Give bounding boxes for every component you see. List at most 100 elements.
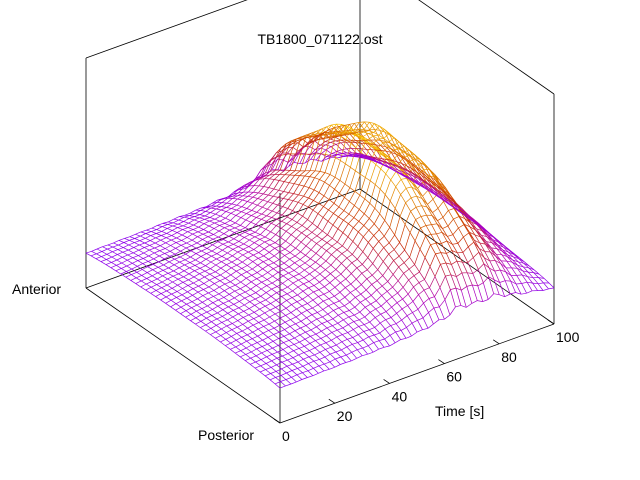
mesh-line — [306, 223, 313, 230]
mesh-line — [144, 242, 150, 246]
mesh-line — [380, 168, 386, 175]
mesh-line — [262, 199, 268, 203]
mesh-line — [324, 138, 331, 143]
mesh-line — [484, 251, 491, 262]
mesh-line — [321, 242, 328, 248]
mesh-line — [281, 365, 288, 370]
mesh-line — [254, 302, 261, 306]
mesh-line — [159, 248, 166, 252]
mesh-line — [387, 267, 394, 275]
mesh-line — [246, 340, 252, 346]
mesh-line — [325, 339, 332, 344]
mesh-line — [249, 231, 256, 235]
mesh-line — [270, 231, 276, 235]
mesh-line — [182, 282, 189, 286]
mesh-line — [344, 305, 350, 311]
mesh-line — [243, 314, 249, 318]
mesh-line — [473, 251, 480, 258]
mesh-line — [284, 329, 290, 335]
mesh-line — [276, 147, 282, 154]
mesh-line — [255, 359, 262, 363]
mesh-line — [283, 262, 290, 268]
mesh-line — [271, 286, 278, 290]
mesh-line — [360, 173, 366, 178]
mesh-line — [298, 175, 305, 185]
mesh-line — [403, 262, 410, 270]
mesh-line — [302, 287, 309, 292]
mesh-line — [404, 176, 410, 180]
mesh-line — [400, 156, 407, 166]
mesh-line — [455, 287, 462, 291]
mesh-line — [370, 139, 377, 146]
mesh-line — [267, 268, 274, 273]
mesh-line — [175, 309, 181, 314]
mesh-line — [297, 138, 303, 142]
mesh-line — [331, 340, 337, 346]
mesh-line — [251, 204, 258, 211]
mesh-line — [324, 356, 331, 363]
mesh-line — [330, 258, 337, 266]
mesh-line — [269, 242, 276, 246]
mesh-line — [337, 133, 344, 136]
mesh-line — [177, 284, 183, 289]
mesh-line — [240, 343, 247, 349]
mesh-line — [378, 235, 385, 242]
mesh-line — [274, 179, 280, 181]
mesh-line — [200, 256, 207, 260]
mesh-line — [226, 264, 232, 269]
mesh-line — [176, 234, 183, 239]
mesh-line — [252, 202, 258, 206]
mesh-line — [448, 208, 455, 211]
mesh-line — [297, 142, 304, 148]
mesh-line — [403, 268, 410, 274]
mesh-line — [458, 224, 465, 229]
mesh-line — [259, 302, 266, 307]
mesh-line — [321, 126, 327, 130]
mesh-line — [352, 344, 358, 350]
mesh-line — [162, 223, 168, 225]
mesh-line — [290, 308, 297, 313]
mesh-line — [461, 286, 467, 291]
mesh-line — [148, 252, 155, 257]
mesh-line — [450, 274, 457, 277]
mesh-line — [228, 306, 234, 311]
mesh-line — [230, 349, 236, 354]
mesh-line — [178, 270, 185, 275]
mesh-line — [486, 236, 493, 243]
mesh-line — [165, 296, 172, 301]
mesh-line — [189, 213, 196, 216]
mesh-line — [485, 242, 492, 250]
mesh-line — [326, 242, 333, 247]
mesh-line — [315, 256, 322, 263]
mesh-line — [395, 154, 403, 164]
mesh-line — [250, 351, 257, 357]
mesh-line — [230, 220, 236, 224]
mesh-line — [308, 197, 314, 201]
mesh-line — [347, 227, 354, 238]
mesh-line — [329, 358, 336, 363]
mesh-line — [276, 355, 283, 359]
mesh-line — [299, 153, 306, 164]
mesh-line — [315, 338, 322, 341]
mesh-line — [297, 283, 304, 288]
mesh-line — [287, 353, 294, 358]
mesh-line — [154, 252, 160, 257]
mesh-line — [431, 215, 438, 224]
mesh-line — [150, 237, 156, 241]
mesh-line — [150, 235, 156, 239]
mesh-line — [272, 268, 279, 273]
mesh-line — [349, 310, 355, 316]
mesh-line — [343, 155, 349, 157]
mesh-line — [374, 207, 380, 215]
mesh-line — [255, 295, 261, 300]
mesh-line — [345, 163, 351, 168]
mesh-line — [245, 288, 251, 293]
mesh-line — [287, 216, 293, 220]
mesh-line — [328, 203, 335, 211]
mesh-line — [150, 290, 157, 294]
mesh-line — [245, 354, 251, 359]
mesh-line — [166, 284, 173, 289]
mesh-line — [240, 281, 247, 286]
mesh-line — [263, 319, 270, 325]
mesh-line — [285, 379, 292, 385]
